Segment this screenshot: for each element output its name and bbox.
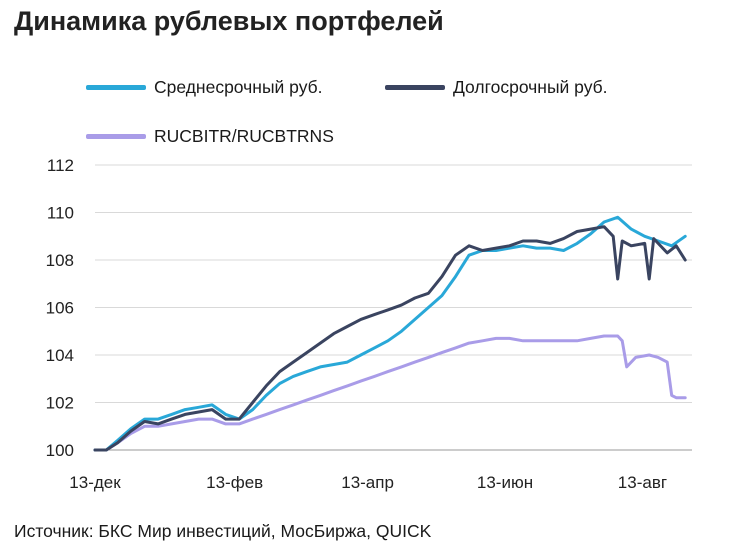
series-line-0 [93,215,687,452]
y-tick-label-110: 110 [47,204,74,223]
y-tick-label-100: 100 [46,441,74,460]
x-tick-label-3: 13-июн [477,473,533,492]
legend-swatch-index [86,134,146,139]
y-tick-label-112: 112 [47,156,74,175]
y-tick-label-106: 106 [46,299,74,318]
y-axis-ticks: 100 102 104 106 108 110 112 [46,156,74,460]
series-line-2 [93,334,687,452]
series-line-1 [93,225,687,452]
y-tick-label-102: 102 [46,394,74,413]
legend-item-index: RUCBITR/RUCBTRNS [86,126,334,147]
series-lines [93,215,687,452]
legend-swatch-medium-term [86,85,146,90]
x-tick-label-1: 13-фев [206,473,263,492]
x-axis-ticks: 13-дек 13-фев 13-апр 13-июн 13-авг [69,473,667,492]
x-tick-label-2: 13-апр [341,473,394,492]
chart-title: Динамика рублевых портфелей [14,6,444,36]
y-tick-label-104: 104 [46,346,74,365]
legend-label-medium-term: Среднесрочный руб. [154,77,323,97]
legend-item-medium-term: Среднесрочный руб. [86,77,323,98]
legend-label-long-term: Долгосрочный руб. [453,77,608,97]
legend-label-index: RUCBITR/RUCBTRNS [154,126,334,146]
x-tick-label-0: 13-дек [69,473,121,492]
y-tick-label-108: 108 [46,251,74,270]
legend-item-long-term: Долгосрочный руб. [385,77,608,98]
x-tick-label-4: 13-авг [618,473,667,492]
source-note: Источник: БКС Мир инвестиций, МосБиржа, … [14,521,432,541]
legend-swatch-long-term [385,85,445,90]
